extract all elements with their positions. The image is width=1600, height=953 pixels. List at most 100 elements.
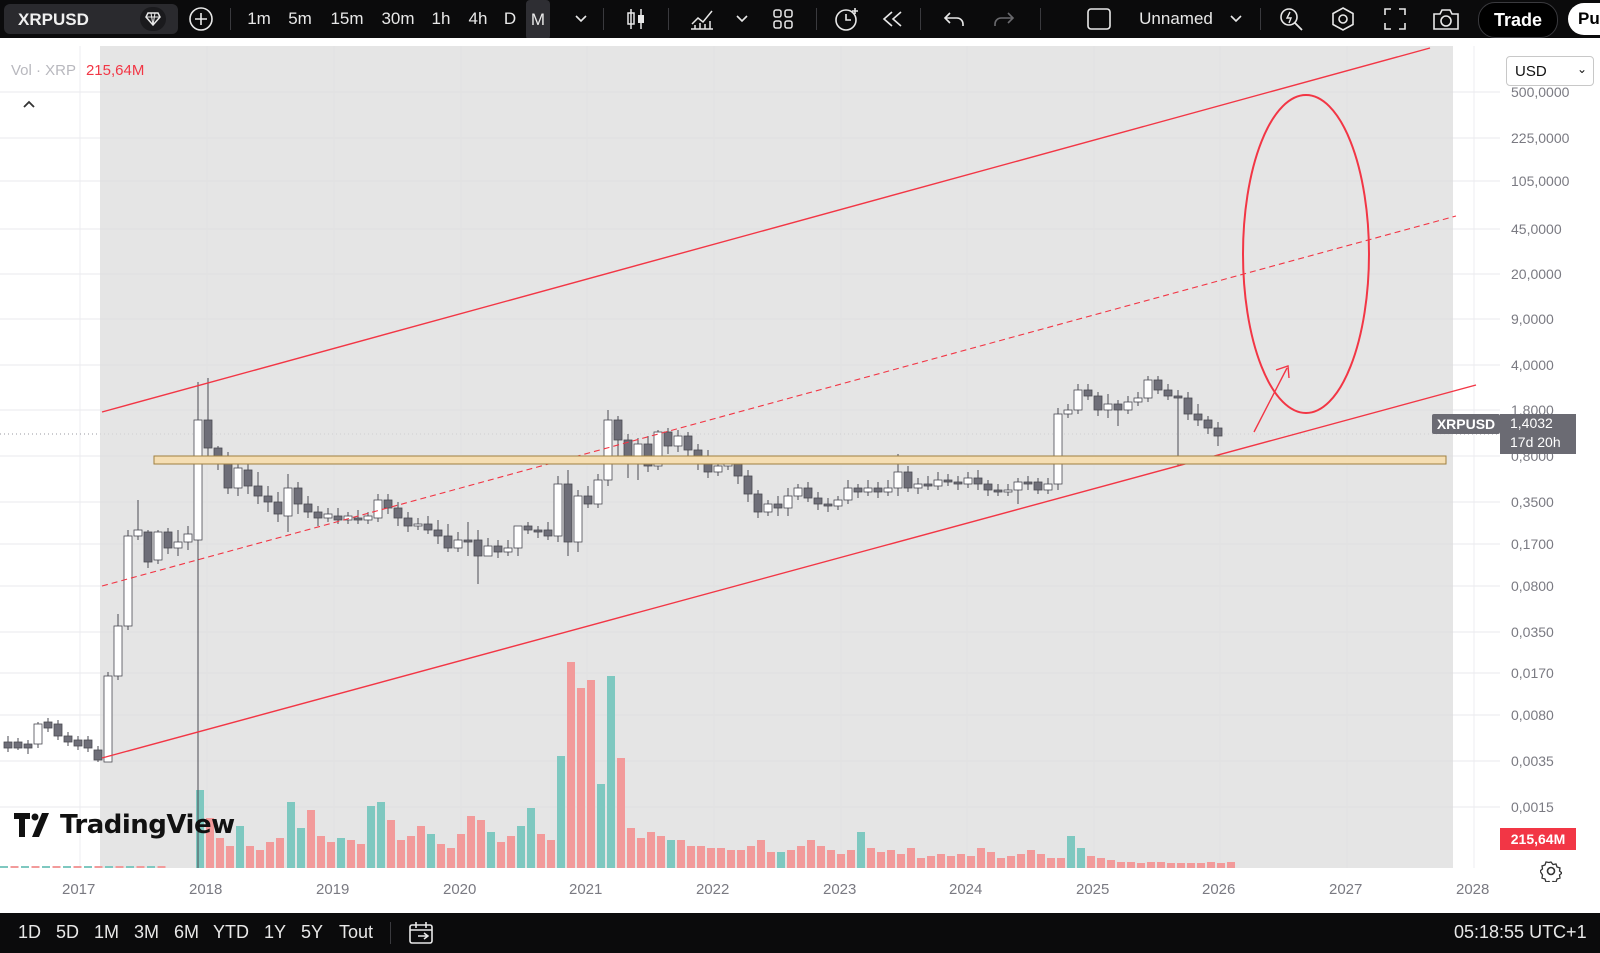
separator xyxy=(603,8,604,30)
candle-body xyxy=(453,539,463,549)
range-1d[interactable]: 1D xyxy=(18,922,42,942)
replay-icon[interactable] xyxy=(878,0,906,38)
undo-icon[interactable] xyxy=(940,0,968,38)
candle-body xyxy=(3,741,13,749)
volume-bar xyxy=(647,832,655,868)
volume-bar xyxy=(847,850,855,868)
tf-1m[interactable]: 1m xyxy=(247,9,271,28)
candle-body xyxy=(923,483,933,487)
range-5d[interactable]: 5D xyxy=(56,922,80,942)
volume-legend: Vol · XRP 215,64M xyxy=(11,62,144,79)
trade-button[interactable]: Trade xyxy=(1478,2,1558,38)
price-chart[interactable]: 500,0000 225,0000 105,0000 45,0000 20,0000 9,… xyxy=(0,38,1600,913)
camera-icon[interactable] xyxy=(1430,0,1462,38)
settings-hexagon-icon[interactable] xyxy=(1328,0,1358,38)
range-5y[interactable]: 5Y xyxy=(301,922,324,942)
currency-select[interactable]: USD ⌄ xyxy=(1506,56,1594,86)
axis-settings-icon[interactable] xyxy=(1539,860,1564,887)
channel-upper-line xyxy=(101,47,1431,413)
tf-m[interactable]: M xyxy=(526,0,550,40)
volume-bar xyxy=(10,866,19,868)
fullscreen-icon[interactable] xyxy=(1380,0,1410,38)
go-to-date-icon[interactable] xyxy=(408,921,436,950)
layout-grid-icon[interactable] xyxy=(770,0,796,38)
volume-bar xyxy=(1187,863,1195,868)
tf-15m[interactable]: 15m xyxy=(330,9,364,28)
volume-bar xyxy=(1037,854,1045,868)
volume-bar xyxy=(627,828,635,868)
chevron-down-icon[interactable] xyxy=(734,0,750,38)
volume-bar xyxy=(287,802,295,868)
volume-bar xyxy=(457,834,465,868)
tf-5m[interactable]: 5m xyxy=(288,9,312,28)
indicators-icon[interactable] xyxy=(688,0,716,38)
chevron-down-icon[interactable] xyxy=(572,0,590,38)
candle-body xyxy=(683,435,693,451)
volume-bar xyxy=(767,852,775,868)
range-6m[interactable]: 6M xyxy=(174,922,200,942)
candle-body xyxy=(413,523,423,527)
publish-button[interactable]: Pu xyxy=(1568,3,1600,35)
candle-body xyxy=(443,535,453,549)
layout-square-icon[interactable] xyxy=(1086,0,1112,38)
target-ellipse xyxy=(1242,94,1370,414)
volume-bar xyxy=(1067,836,1075,868)
candle-body xyxy=(1183,397,1193,415)
candle-body xyxy=(1083,389,1093,397)
range-3m[interactable]: 3M xyxy=(134,922,160,942)
y-tick-label: 4,0000 xyxy=(1511,357,1554,373)
volume-bar xyxy=(517,826,525,868)
tf-d[interactable]: D xyxy=(503,9,517,28)
candle-body xyxy=(533,529,543,533)
y-tick-label: 225,0000 xyxy=(1511,130,1570,146)
candle-body xyxy=(883,487,893,493)
candles-icon[interactable] xyxy=(622,0,650,38)
diamond-icon[interactable] xyxy=(140,7,166,31)
layout-name[interactable]: Unnamed xyxy=(1139,9,1213,28)
volume-bar xyxy=(707,848,715,868)
tf-30m[interactable]: 30m xyxy=(381,9,415,28)
range-all[interactable]: Tout xyxy=(339,922,374,942)
volume-bar xyxy=(73,866,82,868)
tf-4h[interactable]: 4h xyxy=(468,9,488,28)
collapse-legend-icon[interactable] xyxy=(22,96,36,114)
y-tick-label: 105,0000 xyxy=(1511,173,1570,189)
separator xyxy=(920,8,921,30)
range-1m[interactable]: 1M xyxy=(94,922,120,942)
volume-bar xyxy=(737,850,745,868)
candle-body xyxy=(483,545,493,557)
candle-body xyxy=(773,503,783,509)
candle-body xyxy=(573,495,583,543)
quick-search-icon[interactable] xyxy=(1276,0,1306,38)
range-1y[interactable]: 1Y xyxy=(264,922,287,942)
volume-bar xyxy=(567,662,575,868)
volume-bar xyxy=(597,784,605,868)
volume-bar xyxy=(31,866,40,868)
alert-clock-icon[interactable] xyxy=(832,0,862,38)
candle-body xyxy=(193,419,203,541)
candle-body xyxy=(943,479,953,483)
y-tick-label: 0,1700 xyxy=(1511,536,1554,552)
symbol-search[interactable]: XRPUSD xyxy=(4,4,178,34)
candle-body xyxy=(1073,389,1083,411)
separator xyxy=(230,8,231,30)
volume-bar xyxy=(427,834,435,868)
range-ytd[interactable]: YTD xyxy=(213,922,249,942)
redo-icon[interactable] xyxy=(990,0,1018,38)
volume-bar xyxy=(357,844,365,868)
candle-body xyxy=(963,477,973,485)
x-tick-label: 2026 xyxy=(1202,881,1235,898)
volume-bar xyxy=(407,836,415,868)
compare-add-icon[interactable] xyxy=(186,0,216,38)
top-toolbar: XRPUSD 1m 5m 15m 30m 1h 4h D M xyxy=(0,0,1600,40)
candle-body xyxy=(1193,413,1203,421)
tf-1h[interactable]: 1h xyxy=(431,9,451,28)
chart-area[interactable]: 500,0000 225,0000 105,0000 45,0000 20,0000 9,… xyxy=(0,38,1600,913)
volume-bar xyxy=(367,806,375,868)
candle-body xyxy=(813,497,823,505)
candle-body xyxy=(853,487,863,493)
chevron-down-icon[interactable] xyxy=(1228,0,1244,38)
volume-bar xyxy=(397,840,405,868)
volume-bar xyxy=(1197,863,1205,868)
volume-legend-label: Vol · XRP xyxy=(11,62,76,79)
